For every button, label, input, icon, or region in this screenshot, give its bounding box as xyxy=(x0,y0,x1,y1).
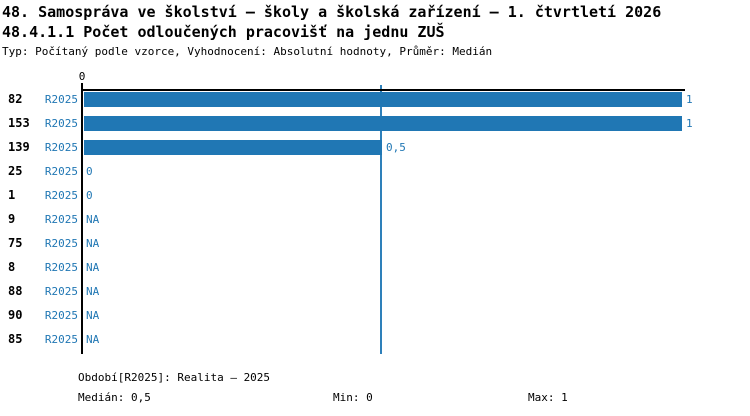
row-series-label: R2025 xyxy=(44,213,78,226)
stat-min: Min: 0 xyxy=(333,391,373,404)
bar-value-label: 0,5 xyxy=(386,141,406,154)
bar-value-label: NA xyxy=(86,213,100,226)
y-axis-line xyxy=(81,83,83,354)
row-series-label: R2025 xyxy=(44,93,78,106)
bar-r2025-row-2 xyxy=(84,116,682,131)
bar-value-label: 1 xyxy=(686,117,693,130)
bar-value-label: 0 xyxy=(86,189,93,202)
row-series-label: R2025 xyxy=(44,285,78,298)
chart-subtitle: Typ: Počítaný podle vzorce, Vyhodnocení:… xyxy=(2,45,493,58)
row-category-label: 1 xyxy=(8,188,16,202)
x-axis-tick-label-zero: 0 xyxy=(78,70,86,83)
bar-value-label: 0 xyxy=(86,165,93,178)
median-marker-line xyxy=(380,85,382,354)
row-series-label: R2025 xyxy=(44,165,78,178)
row-series-label: R2025 xyxy=(44,333,78,346)
x-axis-line xyxy=(82,89,685,91)
bar-value-label: NA xyxy=(86,309,100,322)
row-series-label: R2025 xyxy=(44,117,78,130)
row-series-label: R2025 xyxy=(44,237,78,250)
bar-r2025-row-1 xyxy=(84,92,682,107)
chart-title-line1: 48. Samospráva ve školství – školy a ško… xyxy=(2,3,662,21)
row-category-label: 88 xyxy=(8,284,23,298)
row-category-label: 8 xyxy=(8,260,16,274)
row-category-label: 9 xyxy=(8,212,16,226)
row-category-label: 85 xyxy=(8,332,23,346)
bar-value-label: 1 xyxy=(686,93,693,106)
stat-median: Medián: 0,5 xyxy=(78,391,151,404)
stat-max: Max: 1 xyxy=(528,391,568,404)
row-series-label: R2025 xyxy=(44,141,78,154)
row-category-label: 75 xyxy=(8,236,23,250)
row-series-label: R2025 xyxy=(44,309,78,322)
row-category-label: 153 xyxy=(8,116,30,130)
row-series-label: R2025 xyxy=(44,189,78,202)
bar-value-label: NA xyxy=(86,261,100,274)
bar-value-label: NA xyxy=(86,333,100,346)
bar-value-label: NA xyxy=(86,285,100,298)
row-series-label: R2025 xyxy=(44,261,78,274)
row-category-label: 25 xyxy=(8,164,23,178)
bar-r2025-row-3 xyxy=(84,140,382,155)
bar-value-label: NA xyxy=(86,237,100,250)
row-category-label: 90 xyxy=(8,308,23,322)
row-category-label: 82 xyxy=(8,92,23,106)
row-category-label: 139 xyxy=(8,140,30,154)
legend-period: Období[R2025]: Realita – 2025 xyxy=(78,371,271,384)
chart-title-line2: 48.4.1.1 Počet odloučených pracovišť na … xyxy=(2,23,445,41)
